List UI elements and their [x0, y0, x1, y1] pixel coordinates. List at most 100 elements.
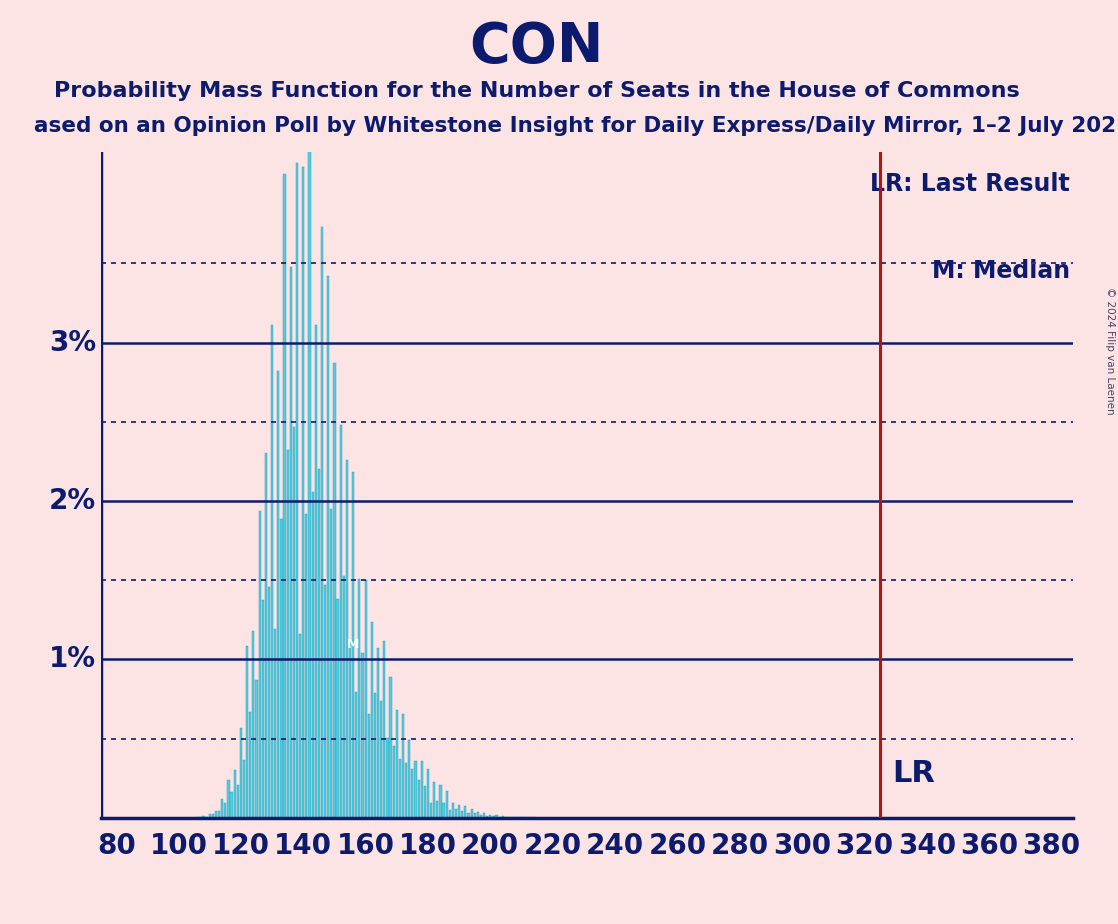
Bar	[380, 700, 382, 818]
Bar	[328, 275, 330, 818]
Bar	[299, 634, 301, 818]
Bar	[293, 428, 295, 818]
Bar	[464, 807, 466, 818]
Text: M: M	[347, 638, 359, 651]
Bar	[352, 472, 354, 818]
Bar	[433, 782, 435, 818]
Text: ased on an Opinion Poll by Whitestone Insight for Daily Express/Daily Mirror, 1–: ased on an Opinion Poll by Whitestone In…	[34, 116, 1116, 137]
Bar	[402, 714, 404, 818]
Bar	[237, 784, 239, 818]
Bar	[383, 640, 386, 818]
Bar	[296, 163, 299, 818]
Bar	[271, 325, 273, 818]
Bar	[476, 812, 479, 818]
Bar	[209, 814, 211, 818]
Bar	[274, 629, 276, 818]
Bar	[246, 646, 248, 818]
Bar	[253, 631, 255, 818]
Bar	[290, 266, 292, 818]
Bar	[455, 809, 457, 818]
Bar	[345, 460, 348, 818]
Bar	[436, 801, 438, 818]
Bar	[258, 512, 260, 818]
Bar	[430, 803, 433, 818]
Bar	[411, 769, 414, 818]
Bar	[373, 693, 376, 818]
Bar	[471, 809, 473, 818]
Bar	[243, 760, 245, 818]
Bar	[240, 727, 241, 818]
Bar	[508, 817, 510, 818]
Text: M: Median: M: Median	[932, 259, 1070, 283]
Bar	[490, 815, 492, 818]
Bar	[439, 785, 442, 818]
Bar	[361, 652, 363, 818]
Bar	[330, 508, 332, 818]
Bar	[249, 711, 252, 818]
Bar	[424, 786, 426, 818]
Bar	[364, 580, 367, 818]
Bar	[415, 760, 417, 818]
Bar	[486, 816, 489, 818]
Bar	[234, 770, 236, 818]
Bar	[408, 739, 410, 818]
Bar	[318, 468, 320, 818]
Bar	[371, 622, 373, 818]
Bar	[211, 814, 214, 818]
Bar	[202, 816, 205, 818]
Bar	[514, 817, 517, 818]
Bar	[255, 680, 257, 818]
Bar	[368, 714, 370, 818]
Bar	[452, 803, 454, 818]
Text: 3%: 3%	[49, 329, 96, 357]
Bar	[467, 813, 470, 818]
Bar	[227, 780, 229, 818]
Bar	[417, 780, 419, 818]
Text: CON: CON	[470, 20, 604, 74]
Bar	[483, 813, 485, 818]
Text: 1%: 1%	[49, 645, 96, 674]
Bar	[305, 515, 307, 818]
Bar	[284, 174, 285, 818]
Bar	[448, 810, 451, 818]
Text: 2%: 2%	[49, 487, 96, 515]
Bar	[324, 585, 326, 818]
Bar	[215, 811, 217, 818]
Bar	[443, 803, 445, 818]
Bar	[337, 600, 339, 818]
Text: Probability Mass Function for the Number of Seats in the House of Commons: Probability Mass Function for the Number…	[54, 81, 1020, 102]
Bar	[312, 492, 314, 818]
Bar	[265, 453, 267, 818]
Text: LR: LR	[892, 759, 936, 788]
Bar	[458, 805, 461, 818]
Bar	[343, 577, 344, 818]
Bar	[396, 710, 398, 818]
Bar	[286, 450, 288, 818]
Bar	[461, 811, 463, 818]
Bar	[377, 648, 379, 818]
Bar	[389, 677, 391, 818]
Bar	[495, 815, 498, 818]
Bar	[302, 167, 304, 818]
Bar	[474, 813, 476, 818]
Bar	[387, 738, 389, 818]
Bar	[502, 816, 504, 818]
Bar	[225, 803, 227, 818]
Bar	[405, 763, 407, 818]
Bar	[492, 816, 494, 818]
Bar	[446, 791, 447, 818]
Bar	[321, 227, 323, 818]
Bar	[281, 519, 283, 818]
Bar	[356, 692, 358, 818]
Bar	[277, 371, 280, 818]
Bar	[314, 325, 316, 818]
Bar	[333, 362, 335, 818]
Bar	[420, 761, 423, 818]
Bar	[309, 137, 311, 818]
Text: © 2024 Filip van Laenen: © 2024 Filip van Laenen	[1105, 287, 1115, 415]
Bar	[399, 760, 401, 818]
Bar	[480, 815, 482, 818]
Bar	[358, 579, 360, 818]
Bar	[221, 799, 224, 818]
Bar	[268, 588, 271, 818]
